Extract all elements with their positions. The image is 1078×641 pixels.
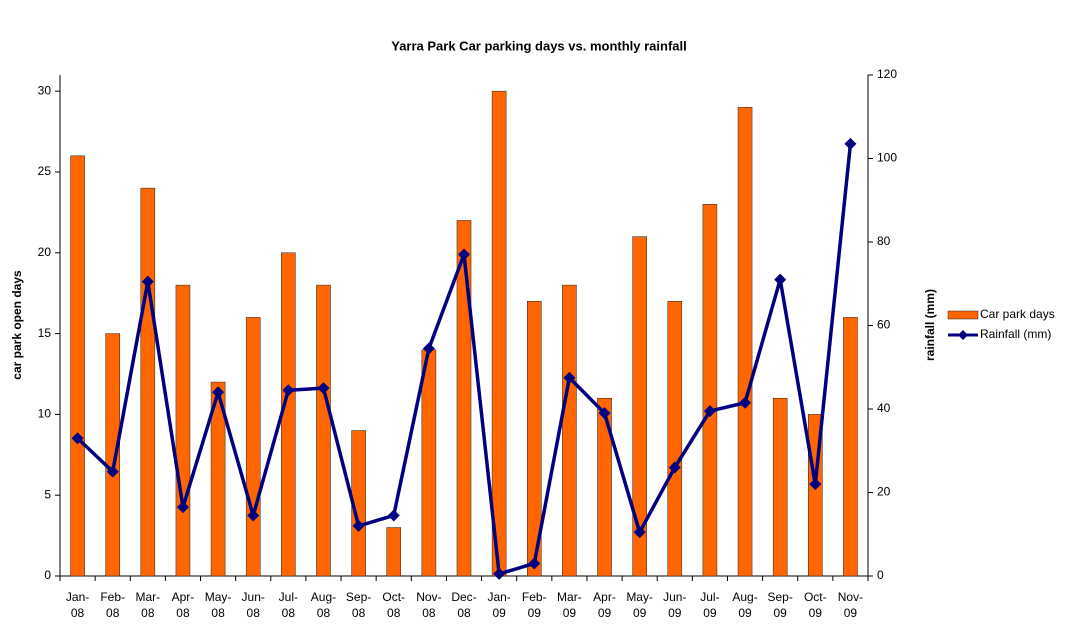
line-marker	[844, 137, 857, 150]
x-tick-label: Aug-09	[732, 590, 757, 620]
y2-axis-title: rainfall (mm)	[923, 289, 937, 361]
bar	[281, 252, 296, 577]
x-tick-label: Apr-08	[172, 590, 195, 620]
y-tick-label: 15	[38, 326, 52, 340]
line-marker	[703, 405, 716, 418]
bar	[421, 349, 437, 577]
x-tick-label: Jul-09	[700, 590, 719, 620]
bar	[105, 333, 120, 577]
line-marker	[563, 371, 576, 384]
y2-tick-label: 40	[877, 401, 891, 415]
line-marker	[633, 526, 646, 539]
bar	[316, 284, 331, 577]
line-marker	[774, 273, 787, 286]
x-tick-label: Sep-08	[346, 590, 371, 620]
x-tick-label: Jun-09	[663, 590, 686, 620]
y2-tick-label: 100	[877, 151, 897, 165]
line-marker	[422, 342, 435, 355]
bar	[562, 284, 577, 577]
x-tick-label: Aug-08	[311, 590, 336, 620]
y-tick-label: 25	[38, 164, 52, 178]
x-tick-label: Nov-09	[838, 590, 863, 620]
y2-tick-label: 0	[877, 568, 884, 582]
line-marker	[668, 461, 681, 474]
line-marker	[352, 519, 365, 532]
x-tick-label: Sep-09	[767, 590, 792, 620]
x-tick-label: Nov-08	[416, 590, 441, 620]
line-marker	[317, 382, 330, 395]
line-marker	[106, 465, 119, 478]
x-tick-label: Feb-09	[522, 590, 547, 620]
bar	[491, 90, 507, 577]
line-marker	[282, 384, 295, 397]
legend-label: Rainfall (mm)	[980, 327, 1051, 341]
bar	[702, 204, 718, 577]
y2-tick-label: 60	[877, 318, 891, 332]
x-tick-label: Jan-09	[487, 590, 510, 620]
x-tick-label: Oct-08	[382, 590, 405, 620]
legend-marker	[958, 330, 968, 340]
legend-swatch	[947, 310, 979, 320]
bar	[843, 317, 858, 577]
bar	[632, 236, 647, 577]
bar	[772, 397, 788, 577]
bar	[70, 155, 85, 577]
line-marker	[141, 275, 154, 288]
bar	[386, 527, 402, 577]
line-marker	[387, 509, 400, 522]
y-tick-label: 30	[38, 83, 52, 97]
x-tick-label: Jun-08	[242, 590, 265, 620]
bar	[175, 284, 191, 577]
line-marker	[247, 509, 260, 522]
y2-tick-label: 80	[877, 234, 891, 248]
x-tick-label: Mar-08	[135, 590, 160, 620]
x-tick-label: Dec-08	[451, 590, 476, 620]
bar	[245, 317, 261, 577]
line-marker	[458, 248, 470, 261]
bar	[737, 107, 753, 577]
line-marker	[598, 407, 611, 420]
x-tick-label: Feb-08	[100, 590, 125, 620]
line-marker	[176, 501, 189, 514]
x-tick-label: Jan-08	[66, 590, 89, 620]
y-axis-title: car park open days	[10, 270, 24, 380]
line-marker	[71, 432, 84, 445]
bar	[210, 381, 226, 577]
y2-tick-label: 20	[877, 485, 891, 499]
legend-label: Car park days	[980, 307, 1055, 321]
line-marker	[493, 567, 506, 580]
y-tick-label: 5	[44, 487, 51, 501]
x-tick-label: Mar-09	[557, 590, 582, 620]
bar	[456, 220, 472, 577]
x-tick-label: Jul-08	[279, 590, 298, 620]
y2-tick-label: 120	[877, 67, 897, 81]
y-tick-label: 20	[38, 245, 52, 259]
y-tick-label: 0	[44, 568, 51, 582]
line-marker	[528, 557, 541, 570]
line-marker	[739, 396, 752, 409]
x-tick-label: May-08	[205, 590, 232, 620]
x-tick-label: May-09	[626, 590, 653, 620]
bar	[526, 301, 542, 577]
line-marker	[212, 386, 225, 399]
y-tick-label: 10	[38, 407, 52, 421]
x-tick-label: Oct-09	[804, 590, 827, 620]
x-tick-label: Apr-09	[593, 590, 616, 620]
chart-title: Yarra Park Car parking days vs. monthly …	[391, 38, 687, 53]
bar	[597, 397, 612, 577]
bar	[667, 301, 683, 577]
bar	[140, 187, 156, 577]
line-marker	[809, 478, 822, 491]
